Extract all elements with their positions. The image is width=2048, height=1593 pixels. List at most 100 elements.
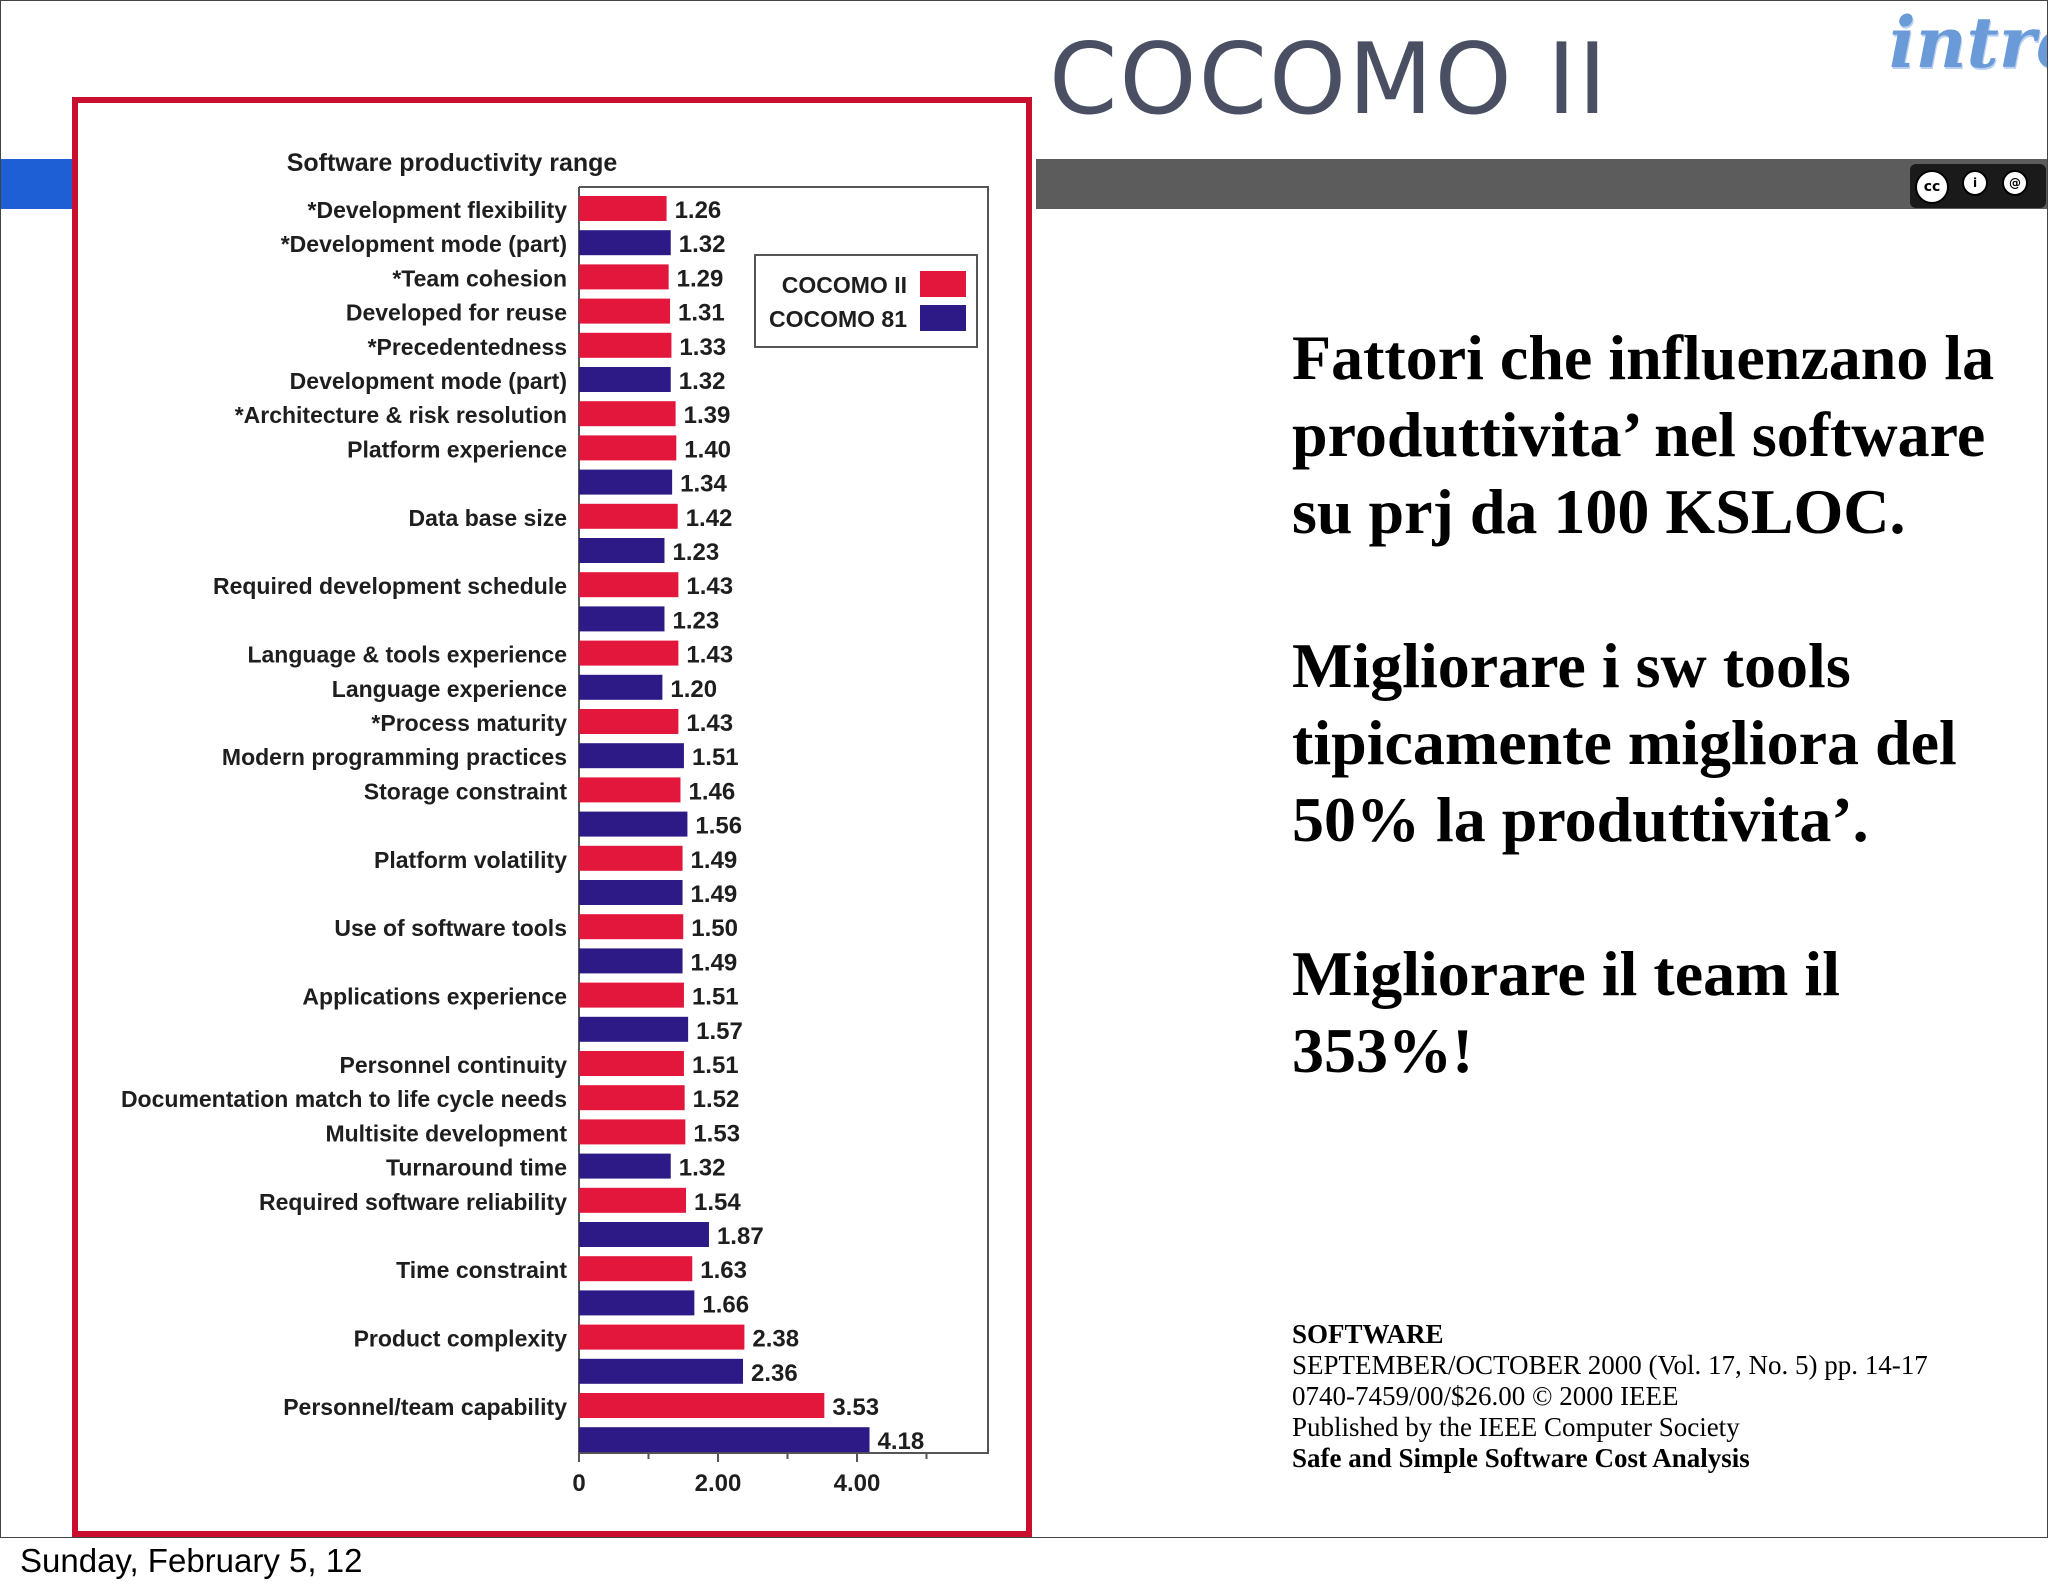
bar-value-label: 2.36 (751, 1360, 798, 1387)
bar (579, 914, 684, 940)
bar (579, 298, 671, 324)
bar-value-label: 1.49 (691, 881, 738, 908)
bar-value-label: 1.29 (677, 265, 724, 292)
bar-value-label: 1.23 (672, 607, 719, 634)
body-paragraph-3: Migliorare il team il 353%! (1292, 938, 1840, 1086)
body-paragraph-1: Fattori che influenzano la produttivita’… (1292, 322, 1995, 547)
bar-value-label: 1.66 (702, 1291, 749, 1318)
category-label: Language experience (332, 676, 567, 702)
bar-value-label: 1.51 (692, 984, 739, 1011)
x-tick-label: 4.00 (834, 1470, 881, 1497)
bar (579, 196, 667, 221)
bar (579, 1324, 745, 1350)
legend-box (754, 254, 978, 348)
bar-value-label: 1.32 (679, 231, 726, 258)
chart-title: Software productivity range (287, 149, 618, 177)
bar (579, 709, 679, 734)
bar (579, 982, 684, 1008)
accent-band-gray (1036, 159, 2047, 209)
bar (579, 538, 665, 563)
bar (579, 367, 671, 392)
bar-value-label: 1.43 (686, 710, 733, 737)
bar (579, 1187, 687, 1213)
bar-value-label: 1.51 (692, 744, 739, 771)
bar-value-label: 1.23 (672, 539, 719, 566)
bar (579, 332, 672, 358)
bar (579, 1153, 671, 1179)
legend-swatch (920, 305, 966, 331)
bar-value-label: 1.26 (675, 197, 722, 224)
bar (579, 1119, 686, 1145)
bar (579, 845, 683, 871)
cc-by-sa-icon: cc i @ (1910, 164, 2046, 208)
category-label: Time constraint (396, 1257, 567, 1283)
bar (579, 230, 671, 256)
category-label: *Architecture & risk resolution (235, 402, 567, 428)
bar-value-label: 1.31 (678, 300, 725, 327)
slide-body: Fattori che influenzano la produttivita’… (1292, 319, 2032, 1166)
x-tick-label: 0 (572, 1470, 585, 1497)
category-label: *Team cohesion (392, 265, 567, 291)
bar-value-label: 1.43 (686, 573, 733, 600)
bar-value-label: 1.40 (684, 436, 731, 463)
category-label: *Development flexibility (308, 197, 568, 223)
bar (579, 948, 683, 974)
bar (579, 743, 684, 769)
bar-value-label: 1.50 (691, 915, 738, 942)
category-label: Language & tools experience (247, 642, 567, 668)
category-label: *Process maturity (371, 710, 567, 736)
bar (579, 572, 679, 598)
legend-label: COCOMO II (782, 272, 907, 298)
category-label: *Development mode (part) (281, 231, 567, 257)
bar (579, 674, 663, 700)
citation-article-title: Safe and Simple Software Cost Analysis (1292, 1443, 1750, 1473)
bar (579, 435, 677, 461)
bar (579, 469, 673, 495)
citation-block: SOFTWARE SEPTEMBER/OCTOBER 2000 (Vol. 17… (1292, 1319, 1928, 1474)
bar-value-label: 1.49 (691, 949, 738, 976)
bar (579, 401, 676, 427)
bar (579, 606, 665, 632)
bar-value-label: 1.51 (692, 1052, 739, 1079)
accent-band-blue (1, 159, 81, 209)
category-label: Personnel/team capability (283, 1394, 567, 1420)
bar (579, 1016, 689, 1042)
cc-icon: cc (1915, 170, 1949, 204)
share-alike-icon: @ (2002, 170, 2028, 196)
legend-label: COCOMO 81 (769, 306, 907, 332)
bar-value-label: 1.32 (679, 1155, 726, 1182)
bar (579, 640, 679, 666)
bar-value-label: 1.54 (694, 1189, 741, 1216)
bar-value-label: 2.38 (752, 1326, 799, 1353)
category-label: Developed for reuse (346, 300, 567, 326)
bar-value-label: 1.32 (679, 368, 726, 395)
category-label: *Precedentedness (368, 334, 567, 360)
slide: COCOMO II intre cc i @ Software producti… (0, 0, 2048, 1538)
bar (579, 503, 678, 529)
category-label: Required development schedule (213, 573, 567, 599)
bar-value-label: 1.39 (684, 402, 731, 429)
x-tick-label: 2.00 (695, 1470, 742, 1497)
bar (579, 1393, 825, 1418)
category-label: Development mode (part) (290, 368, 567, 394)
category-label: Documentation match to life cycle needs (121, 1086, 567, 1112)
category-label: Multisite development (325, 1120, 567, 1146)
bar-value-label: 1.20 (670, 676, 717, 703)
bar-value-label: 1.56 (695, 813, 742, 840)
bar-value-label: 1.46 (688, 778, 735, 805)
bar (579, 1427, 870, 1453)
bar (579, 1222, 709, 1247)
category-label: Applications experience (302, 984, 567, 1010)
category-label: Data base size (408, 505, 567, 531)
bar-value-label: 1.63 (700, 1257, 747, 1284)
category-label: Turnaround time (386, 1155, 567, 1181)
bar-value-label: 4.18 (878, 1428, 925, 1455)
citation-copyright: 0740-7459/00/$26.00 © 2000 IEEE (1292, 1381, 1679, 1411)
bar-value-label: 1.43 (686, 642, 733, 669)
bar-value-label: 1.49 (691, 847, 738, 874)
intre-logo: intre (1889, 1, 2047, 84)
attribution-icon: i (1962, 170, 1988, 196)
bar-value-label: 1.42 (686, 505, 733, 532)
bar (579, 1051, 684, 1076)
category-label: Platform experience (347, 436, 567, 462)
